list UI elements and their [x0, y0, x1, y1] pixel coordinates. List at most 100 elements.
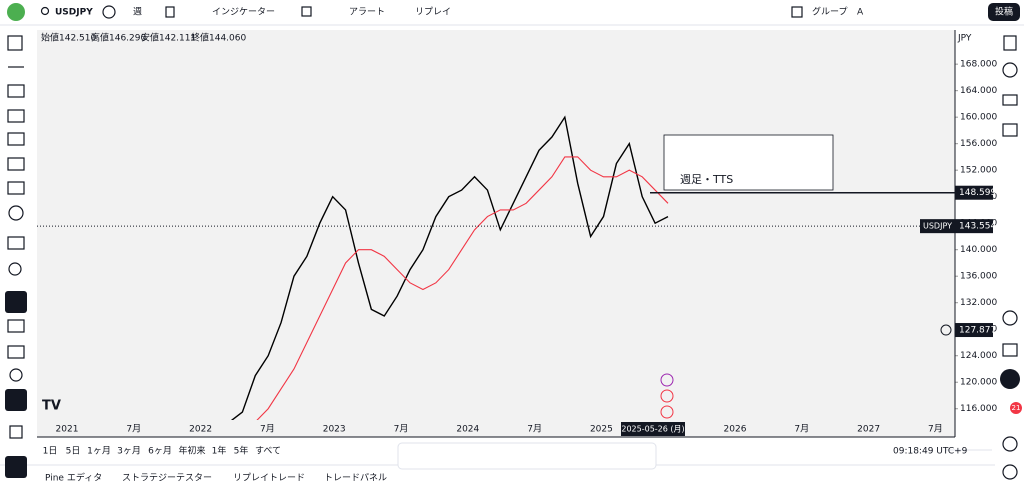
tool-icon[interactable]: [7, 35, 23, 51]
side-icon[interactable]: [1002, 94, 1018, 106]
plot: [230, 115, 669, 420]
publish-label[interactable]: 投稿: [995, 6, 1013, 18]
range-button[interactable]: すべて: [255, 446, 281, 457]
tool-icon[interactable]: [9, 368, 23, 382]
indicators[interactable]: インジケーター: [212, 7, 275, 18]
group[interactable]: グループ: [812, 6, 847, 18]
x-tick-label: 7月: [126, 424, 141, 435]
event-icon[interactable]: [660, 373, 674, 387]
crosshair-tag: [955, 323, 993, 338]
side-icon[interactable]: [1003, 35, 1017, 51]
y-tick-label: 160.000: [960, 113, 997, 123]
interval[interactable]: 週: [133, 7, 142, 18]
y-tick-label: 136.000: [960, 272, 997, 282]
range-button[interactable]: 1年: [212, 445, 227, 457]
range-button[interactable]: 3ヶ月: [117, 446, 141, 457]
price-tag: [955, 219, 993, 234]
side-icon[interactable]: [1000, 369, 1020, 389]
tool-icon[interactable]: [7, 84, 25, 98]
range-button[interactable]: 5年: [234, 445, 249, 457]
range-button[interactable]: 6ヶ月: [148, 446, 172, 457]
event-icon[interactable]: [660, 389, 674, 403]
x-tick-label: 2022: [189, 425, 212, 435]
x-tick-label: 2024: [456, 425, 479, 435]
right-toolbar: 21: [1000, 35, 1022, 480]
side-icon[interactable]: [1002, 464, 1018, 480]
y-tick-label: 156.000: [960, 139, 997, 149]
x-tick-label: 2025: [590, 425, 613, 435]
tool-icon[interactable]: [7, 132, 25, 146]
ohlc-open: 始値142.510: [41, 32, 96, 44]
range-button[interactable]: 1ヶ月: [87, 446, 111, 457]
x-tick-label: 2023: [323, 425, 346, 435]
y-tick-label: 132.000: [960, 298, 997, 308]
date-tag: [621, 422, 685, 436]
avatar[interactable]: [7, 3, 25, 21]
tool-icon[interactable]: [7, 319, 25, 333]
side-icon[interactable]: [1002, 62, 1018, 78]
y-tick-label: 152.000: [960, 166, 997, 176]
tool-icon[interactable]: [7, 236, 25, 250]
replay[interactable]: リプレイ: [415, 7, 451, 18]
group-letter[interactable]: A: [857, 8, 864, 18]
range-button[interactable]: 1日: [43, 446, 58, 457]
annotation[interactable]: 週足・TTS: [680, 173, 733, 186]
x-tick-label: 2027: [857, 425, 880, 435]
ohlc-high: 高値146.290: [91, 32, 146, 44]
panel-tab[interactable]: リプレイトレード: [233, 473, 305, 484]
x-tick-label: 2026: [724, 425, 747, 435]
y-tick-label: 124.000: [960, 351, 997, 361]
tool-icon[interactable]: [7, 109, 25, 123]
price-tag: [955, 185, 993, 200]
annotation-box[interactable]: [663, 134, 834, 191]
publish-button[interactable]: [988, 3, 1020, 21]
left-toolbar: [5, 35, 27, 478]
y-tick-label: 164.000: [960, 86, 997, 96]
side-icon[interactable]: [1002, 343, 1018, 357]
panel-tab[interactable]: トレードパネル: [324, 473, 387, 484]
tool-icon[interactable]: [5, 291, 27, 313]
alert[interactable]: アラート: [349, 7, 385, 18]
search-icon[interactable]: [40, 6, 50, 16]
x-tick-label: 7月: [527, 424, 542, 435]
tool-icon[interactable]: [7, 181, 25, 195]
trash-icon[interactable]: [9, 425, 23, 439]
tool-icon[interactable]: [8, 262, 22, 276]
y-tick-label: 168.000: [960, 60, 997, 70]
event-icon[interactable]: [660, 405, 674, 419]
price-tag-label: 143.554: [959, 222, 996, 232]
tool-icon[interactable]: [5, 456, 27, 478]
side-icon[interactable]: [1002, 310, 1018, 326]
y-tick-label: 140.000: [960, 245, 997, 255]
candle-icon[interactable]: [165, 6, 175, 18]
x-tick-label: 7月: [794, 424, 809, 435]
panel-tab[interactable]: ストラテジーテスター: [122, 473, 212, 484]
side-icon[interactable]: [1002, 436, 1018, 452]
tool-icon[interactable]: [7, 157, 25, 171]
panel-tab[interactable]: Pine エディタ: [45, 472, 102, 484]
range-button[interactable]: 年初来: [178, 445, 205, 457]
tool-icon[interactable]: [7, 345, 25, 359]
x-tick-label: 7月: [394, 424, 409, 435]
add-icon[interactable]: [102, 5, 116, 19]
layout-icon[interactable]: [301, 6, 312, 17]
date-tag-label: 2025-05-26 (月): [621, 425, 684, 434]
y-tick-label: 120.000: [960, 378, 997, 388]
ohlc-low: 安値142.111: [141, 32, 196, 44]
symbol[interactable]: USDJPY: [55, 8, 93, 18]
symbol-tag: [920, 219, 955, 234]
tool-icon[interactable]: [8, 205, 24, 221]
ohlc-close: 終値144.060: [191, 32, 246, 44]
x-tick-label: 7月: [928, 424, 943, 435]
currency[interactable]: JPY: [957, 34, 972, 44]
range-button[interactable]: 5日: [66, 446, 81, 457]
layout-icon[interactable]: [791, 6, 803, 18]
crosshair-tag-label: 127.877: [959, 326, 996, 336]
y-tick-label: 116.000: [960, 404, 997, 414]
side-icon[interactable]: [1002, 123, 1018, 137]
logo: TV: [42, 399, 61, 414]
badge: [1010, 402, 1022, 414]
badge-count: 21: [1012, 404, 1021, 412]
tool-icon[interactable]: [5, 389, 27, 411]
